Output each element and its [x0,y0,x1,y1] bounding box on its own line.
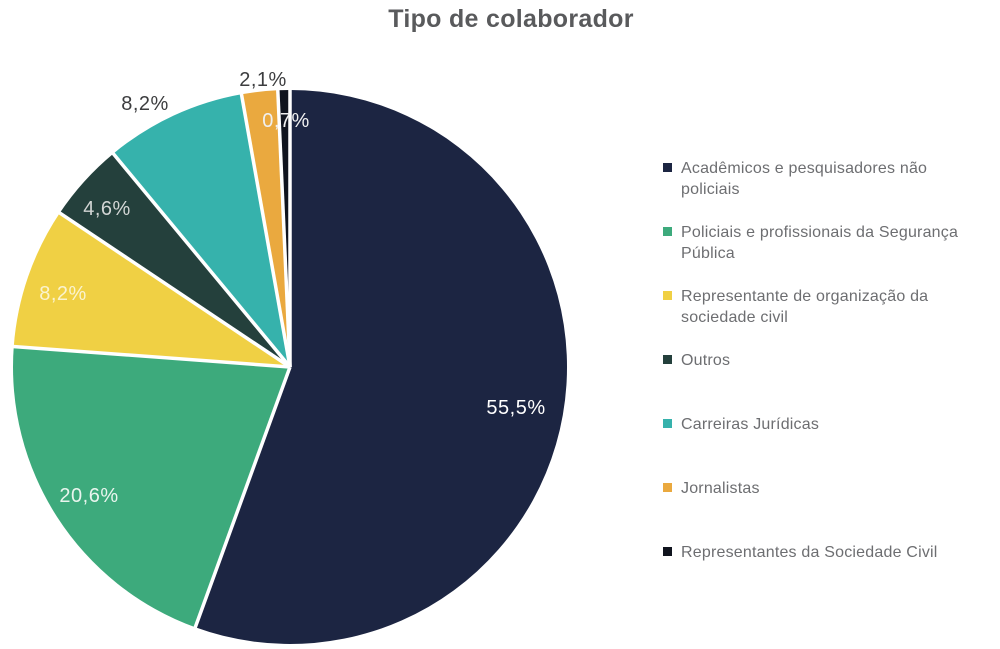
legend-item: Acadêmicos e pesquisadores não policiais [663,158,971,200]
legend-item: Jornalistas [663,478,971,499]
slice-separator [239,92,292,368]
slice-separator [111,151,292,369]
pie-percentage-label: 2,1% [239,69,287,91]
slice-separator [276,89,292,368]
pie-percentage-label: 8,2% [39,283,87,305]
legend-label: Representantes da Sociedade Civil [681,544,938,561]
legend-swatch [663,483,672,492]
pie-percentage-label: 20,6% [59,485,118,507]
slice-separator [193,366,292,629]
pie-chart: 55,5% 20,6% 8,2% 4,6% 8,2% 2,1% 0,7% [12,69,568,644]
legend-item: Representantes da Sociedade Civil [663,542,971,563]
pie-percentage-label: 55,5% [486,397,545,419]
legend-item: Outros [663,350,971,371]
slice-separator [12,344,291,369]
pie-percentage-label: 0,7% [262,110,310,132]
pie-slice [113,94,290,367]
slice-separator [57,210,291,369]
legend-swatch [663,547,672,556]
pie-slice [195,90,568,644]
legend-swatch [663,291,672,300]
pie-slice [59,153,290,367]
legend-label: Jornalistas [681,480,760,497]
legend-label: Policiais e profissionais da Segurança P… [681,224,959,262]
legend-swatch [663,163,672,172]
legend-label: Acadêmicos e pesquisadores não policiais [681,160,928,198]
legend-item: Representante de organização da sociedad… [663,286,971,328]
chart-title: Tipo de colaborador [388,5,634,33]
legend-swatch [663,227,672,236]
pie-percentage-label: 8,2% [121,93,169,115]
legend-label: Carreiras Jurídicas [681,416,820,433]
legend-swatch [663,419,672,428]
legend-label: Outros [681,352,731,369]
legend-item: Policiais e profissionais da Segurança P… [663,222,971,264]
legend-label: Representante de organização da sociedad… [681,288,929,326]
legend: Acadêmicos e pesquisadores não policiais… [663,158,993,598]
legend-item: Carreiras Jurídicas [663,414,971,435]
legend-swatch [663,355,672,364]
pie-percentage-label: 4,6% [83,198,131,220]
pie-slice [13,212,290,367]
